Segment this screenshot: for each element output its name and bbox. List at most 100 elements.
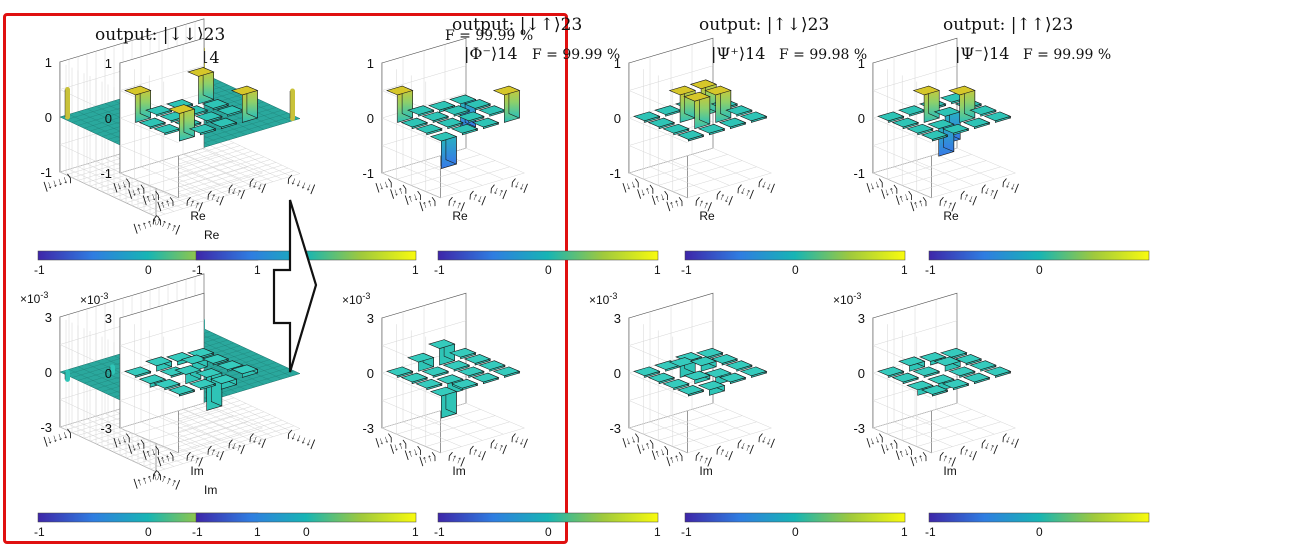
floor-grid: [182, 409, 242, 435]
floor-grid: [163, 421, 248, 447]
axis-label: Re: [190, 209, 206, 223]
row-tick-label: |↑↑⟩: [418, 195, 438, 212]
colorbar-mid-label: 0: [303, 525, 310, 539]
bar: [457, 111, 485, 123]
panel-phi-minus-re: 10-1|↓↓⟩|↓↑⟩|↑↓⟩|↑↑⟩ ⟨↑↑| ⟨↑↓| ⟨↓↑| ⟨↓↓|Re-1…: [362, 15, 661, 277]
bar-top: [697, 380, 726, 391]
floor-grid: [914, 160, 974, 186]
bar-top: [633, 111, 661, 122]
z-tick-label: 0: [45, 110, 52, 125]
bar-top: [962, 117, 991, 128]
col-tick-label: ⟨↓↓|: [1000, 177, 1021, 195]
grid-line: [119, 65, 205, 91]
state-label: |Ψ⁻⟩14: [955, 44, 1009, 63]
bar-top: [927, 374, 955, 384]
bar-top: [941, 378, 970, 389]
arrow-icon: [272, 199, 318, 373]
bar: [662, 123, 690, 136]
colorbar-min-label: -1: [192, 263, 203, 277]
exponent-label: ×10-3: [833, 291, 861, 307]
bar-top: [906, 123, 934, 134]
bar: [415, 378, 443, 391]
bar: [920, 385, 949, 397]
colorbar-min-label: -1: [925, 525, 936, 539]
col-tick-label: ⟨↓↓|: [1000, 432, 1021, 450]
fidelity-label: F = 99.99 %: [445, 28, 533, 44]
row-tick-label: |↓↓⟩: [621, 177, 641, 194]
bar-top: [710, 354, 739, 364]
bar-top: [954, 354, 983, 364]
bar-top: [983, 111, 1012, 122]
floor-grid: [143, 422, 289, 467]
bar-top: [166, 99, 194, 109]
floor-grid: [465, 402, 525, 429]
floor-grid: [672, 166, 757, 192]
col-tick-label: ⟨↓↑|: [979, 438, 1000, 456]
bar: [386, 85, 414, 123]
bar-top: [187, 67, 215, 77]
bar-top: [209, 374, 238, 384]
floor-grid: [131, 417, 277, 461]
bar: [739, 366, 768, 378]
fidelity-label: F = 99.99 %: [1023, 47, 1111, 63]
panel-phi-plus-im: 30-3×10-3|↓↓⟩|↓↑⟩|↑↓⟩|↑↑⟩ ⟨↑↑| ⟨↑↓| ⟨↓↑| ⟨↓↓…: [80, 291, 419, 539]
floor-grid: [182, 154, 242, 180]
panel-title: output: |↓↓⟩23: [95, 25, 225, 45]
z-tick-label: 0: [858, 111, 865, 126]
grid-line: [381, 145, 441, 171]
bar-top: [195, 111, 223, 122]
panel-phi-minus-im: 30-3×10-3|↓↓⟩|↓↑⟩|↑↓⟩|↑↑⟩ ⟨↑↑| ⟨↑↓| ⟨↓↑| ⟨↓↓…: [342, 291, 661, 539]
bar: [704, 85, 732, 123]
bar: [188, 378, 217, 391]
bar: [457, 366, 485, 378]
bar-top: [877, 111, 905, 122]
floor-grid: [672, 421, 757, 447]
bar-top: [407, 105, 435, 115]
floor-grid: [423, 160, 483, 186]
exponent-power: -3: [362, 291, 370, 301]
bar-top: [647, 117, 676, 128]
colorbar-min-label: -1: [34, 263, 45, 277]
bar-top: [689, 79, 718, 90]
bar: [478, 360, 506, 372]
col-tick-label: ⟨↑↓|: [205, 444, 226, 462]
floor-grid: [956, 147, 1016, 174]
bar: [912, 85, 941, 123]
floor-grid: [155, 428, 301, 473]
floor-grid: [125, 159, 271, 204]
bar: [429, 386, 458, 419]
grid-line: [628, 145, 688, 171]
grid-line: [872, 145, 932, 171]
bar: [891, 372, 920, 385]
bar-top: [450, 123, 479, 134]
axis-label: Im: [699, 464, 712, 478]
bar-top: [230, 85, 259, 96]
panel-psi-plus-im: 30-3×10-3|↓↓⟩|↓↑⟩|↑↓⟩|↑↑⟩ ⟨↑↑| ⟨↑↓| ⟨↓↑| ⟨↓↓…: [589, 291, 908, 539]
bar-top: [436, 374, 464, 384]
row-tick-label: |↓↓⟩: [374, 177, 394, 194]
floor-grid: [956, 402, 1016, 429]
axis-label: Re: [943, 209, 959, 223]
bar-top: [415, 123, 443, 134]
state-label: |Ψ⁺⟩14: [711, 44, 765, 63]
bar: [941, 378, 970, 391]
z-tick-label: 3: [614, 311, 621, 326]
z-tick-label: 0: [614, 111, 621, 126]
colorbar-mid-label: 0: [1036, 263, 1043, 277]
floor-grid: [687, 172, 772, 199]
bar-top: [442, 360, 471, 370]
bar-top: [421, 366, 450, 377]
bar-top: [201, 354, 230, 364]
bar-top: [386, 85, 414, 96]
grid-line: [119, 400, 179, 426]
floor-grid: [687, 427, 772, 454]
exponent-label: ×10-3: [20, 290, 48, 306]
row-tick-label: |↑↑⟩: [909, 450, 929, 467]
axis-label: Re: [452, 209, 468, 223]
panel-psi-minus-im: 30-3×10-3|↓↓⟩|↓↑⟩|↑↓⟩|↑↑⟩ ⟨↑↑| ⟨↑↓| ⟨↓↑| ⟨↓↓…: [833, 291, 1150, 539]
bar-top: [449, 347, 477, 358]
grid-line: [381, 65, 467, 91]
bar: [697, 380, 726, 396]
bar: [138, 117, 167, 130]
fidelity-label: F = 99.98 %: [779, 47, 867, 63]
